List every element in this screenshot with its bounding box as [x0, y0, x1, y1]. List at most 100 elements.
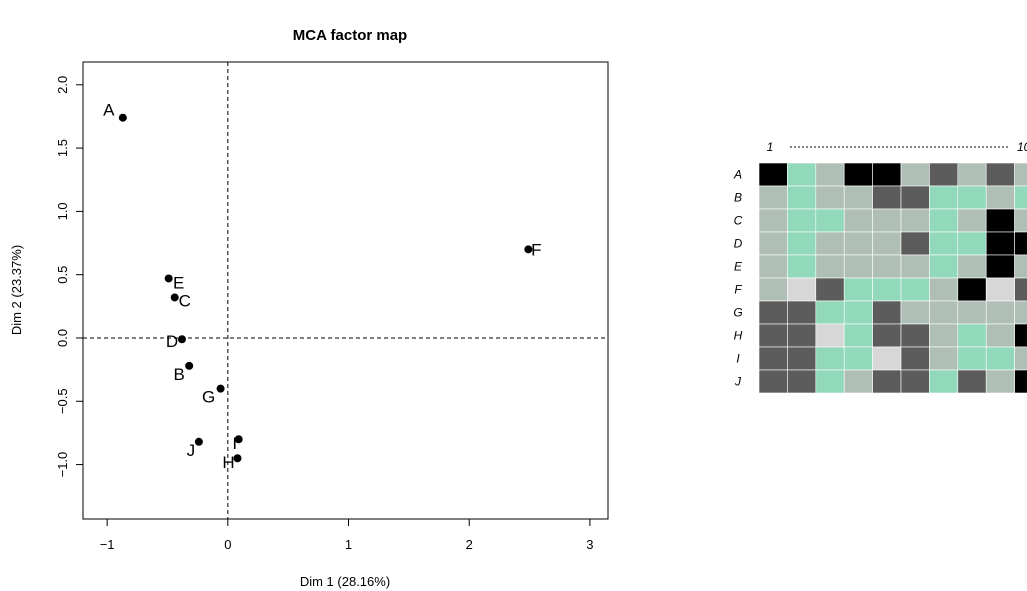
- heatmap-cell: [1014, 323, 1027, 348]
- point-label-i: I: [232, 434, 237, 453]
- point-j: [194, 437, 203, 446]
- heatmap-cell: [815, 231, 845, 256]
- heatmap-cell: [872, 185, 902, 210]
- heatmap-cell: [957, 208, 987, 233]
- heatmap-cell: [787, 254, 817, 279]
- heatmap-cell: [843, 323, 873, 348]
- heatmap-cell: [758, 346, 788, 371]
- heatmap-cell: [985, 369, 1015, 394]
- y-tick-label: 0.0: [55, 329, 70, 347]
- heatmap-cell: [985, 254, 1015, 279]
- heatmap-cell: [787, 208, 817, 233]
- heatmap-cell: [957, 323, 987, 348]
- heatmap-cell: [872, 254, 902, 279]
- heatmap-cell: [815, 208, 845, 233]
- point-i: [234, 435, 243, 444]
- heatmap-cell: [758, 369, 788, 394]
- heatmap-cell: [843, 185, 873, 210]
- heatmap-cell: [787, 346, 817, 371]
- x-tick-label: 0: [224, 537, 231, 552]
- heatmap-cell: [929, 300, 959, 325]
- heatmap-cell: [815, 369, 845, 394]
- heatmap-cell: [1014, 162, 1027, 187]
- heatmap-column-start-label: 1: [767, 140, 774, 154]
- heatmap-cell: [758, 323, 788, 348]
- heatmap-cell: [929, 185, 959, 210]
- point-d: [177, 335, 186, 344]
- heatmap-cell: [900, 231, 930, 256]
- heatmap-cell: [872, 369, 902, 394]
- heatmap-cell: [900, 369, 930, 394]
- plot-frame: [82, 61, 609, 520]
- point-label-a: A: [103, 101, 115, 120]
- heatmap-cell: [957, 369, 987, 394]
- heatmap-cell: [815, 277, 845, 302]
- heatmap-cell: [843, 369, 873, 394]
- heatmap-cell: [900, 162, 930, 187]
- heatmap-cell: [929, 208, 959, 233]
- heatmap-cell: [843, 231, 873, 256]
- heatmap-cell: [843, 162, 873, 187]
- y-tick-label: 2.0: [55, 76, 70, 94]
- reference-lines: [83, 62, 608, 519]
- heatmap-cell: [815, 254, 845, 279]
- y-tick-label: 0.5: [55, 266, 70, 284]
- heatmap-cell: [815, 300, 845, 325]
- heatmap-cell: [872, 323, 902, 348]
- heatmap-cell: [929, 346, 959, 371]
- heatmap-cell: [985, 277, 1015, 302]
- heatmap-cell: [929, 369, 959, 394]
- heatmap-cell: [787, 277, 817, 302]
- heatmap-cell: [929, 162, 959, 187]
- heatmap-cell: [929, 277, 959, 302]
- heatmap-cell: [843, 346, 873, 371]
- heatmap-cell: [985, 231, 1015, 256]
- heatmap-cell: [900, 277, 930, 302]
- heatmap-cell: [758, 277, 788, 302]
- heatmap-row-label-c: C: [734, 214, 743, 228]
- heatmap-cell: [843, 254, 873, 279]
- heatmap-cell: [900, 346, 930, 371]
- heatmap-cell: [815, 185, 845, 210]
- heatmap-cell: [815, 162, 845, 187]
- heatmap-cell: [957, 346, 987, 371]
- chart-title: MCA factor map: [293, 27, 407, 44]
- heatmap-cell: [1014, 277, 1027, 302]
- heatmap-cell: [1014, 231, 1027, 256]
- x-tick-label: 1: [345, 537, 352, 552]
- heatmap-cell: [872, 162, 902, 187]
- heatmap-cell: [957, 231, 987, 256]
- heatmap-row-label-a: A: [733, 168, 742, 182]
- heatmap-cell: [985, 208, 1015, 233]
- heatmap-cell: [929, 231, 959, 256]
- heatmap-row-label-b: B: [734, 191, 742, 205]
- heatmap-cell: [957, 162, 987, 187]
- heatmap-cell: [985, 185, 1015, 210]
- y-tick-label: 1.0: [55, 202, 70, 220]
- point-label-e: E: [173, 273, 184, 292]
- heatmap-cell: [758, 231, 788, 256]
- heatmap-column-end-label: 10: [1017, 140, 1027, 154]
- heatmap-row-label-d: D: [734, 237, 743, 251]
- heatmap-cell: [758, 185, 788, 210]
- heatmap-cell: [929, 323, 959, 348]
- heatmap-cell: [957, 300, 987, 325]
- heatmap-cell: [787, 185, 817, 210]
- point-label-d: D: [166, 332, 178, 351]
- heatmap-cell: [843, 277, 873, 302]
- heatmap-cell: [758, 300, 788, 325]
- heatmap-cell: [843, 208, 873, 233]
- heatmap-cell: [787, 162, 817, 187]
- point-f: [524, 245, 533, 254]
- heatmap-cell: [985, 162, 1015, 187]
- heatmap-cell: [1014, 208, 1027, 233]
- heatmap-row-label-h: H: [734, 329, 743, 343]
- heatmap-cell: [787, 369, 817, 394]
- heatmap-row-label-i: I: [736, 352, 740, 366]
- mca-factor-map: MCA factor map −1 0 1 2 3 −1.0 −0.5 0.0 0.5 1.0 1…: [9, 27, 609, 589]
- heatmap-cell: [872, 231, 902, 256]
- point-h: [233, 454, 242, 463]
